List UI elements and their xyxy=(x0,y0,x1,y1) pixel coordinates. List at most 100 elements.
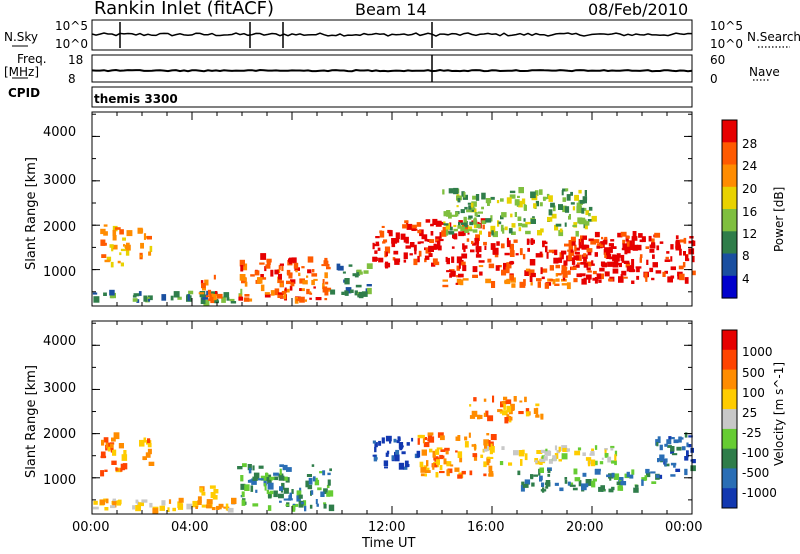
power-echo-cell xyxy=(357,293,363,298)
velocity-panel xyxy=(91,320,696,515)
power-echo-cell xyxy=(562,188,567,192)
power-echo-cell xyxy=(299,278,305,284)
velocity-echo-cell xyxy=(112,449,117,456)
power-echo-cell xyxy=(579,273,586,277)
velocity-echo-cell xyxy=(419,461,424,468)
velocity-echo-cell xyxy=(457,474,463,479)
power-echo-cell xyxy=(522,253,526,260)
power-echo-cell xyxy=(458,231,464,237)
power-echo-cell xyxy=(443,223,449,226)
power-echo-cell xyxy=(553,257,559,264)
power-echo-cell xyxy=(147,235,152,240)
power-echo-cell xyxy=(490,196,495,200)
power-echo-cell xyxy=(457,225,462,229)
velocity-echo-cell xyxy=(574,477,581,482)
power-echo-cell xyxy=(299,296,305,303)
velocity-echo-cell xyxy=(147,443,152,448)
power-echo-cell xyxy=(451,256,455,263)
power-echo-cell xyxy=(568,214,571,217)
power-echo-cell xyxy=(432,218,438,225)
power-echo-cell xyxy=(530,238,534,245)
velocity-echo-cell xyxy=(521,481,525,487)
velocity-echo-cell xyxy=(420,473,426,477)
power-echo-cell xyxy=(547,195,552,199)
power-echo-cell xyxy=(583,219,587,222)
power-echo-cell xyxy=(281,265,284,272)
power-echo-cell xyxy=(216,293,223,299)
power-echo-cell xyxy=(596,273,602,276)
power-echo-cell xyxy=(648,235,652,242)
velocity-echo-cell xyxy=(147,448,152,455)
velocity-echo-cell xyxy=(322,470,326,476)
velocity-echo-cell xyxy=(473,453,478,461)
velocity-echo-cell xyxy=(531,482,535,487)
velocity-echo-cell xyxy=(257,478,264,481)
velocity-echo-cell xyxy=(474,443,477,451)
velocity-echo-cell xyxy=(499,411,503,414)
power-echo-cell xyxy=(559,252,563,259)
power-echo-cell xyxy=(366,263,373,269)
velocity-echo-cell xyxy=(431,463,438,468)
power-echo-cell xyxy=(442,189,445,195)
power-echo-cell xyxy=(433,261,440,266)
velocity-echo-cell xyxy=(406,442,410,446)
velocity-echo-cell xyxy=(539,477,542,482)
velocity-echo-cell xyxy=(664,461,667,467)
power-echo-cell xyxy=(137,227,143,234)
velocity-echo-cell xyxy=(440,449,446,452)
power-echo-cell xyxy=(424,258,427,263)
velocity-echo-cell xyxy=(172,507,176,512)
power-echo-cell xyxy=(448,231,455,235)
power-echo-cell xyxy=(456,256,463,264)
power-echo-cell xyxy=(467,232,470,235)
velocity-echo-cell xyxy=(252,465,255,471)
velocity-echo-cell xyxy=(686,450,689,458)
velocity-cb-tick: -100 xyxy=(742,446,770,460)
power-echo-cell xyxy=(445,223,450,230)
power-echo-cell xyxy=(458,263,461,269)
power-echo-cell xyxy=(261,277,267,280)
velocity-echo-cell xyxy=(585,479,592,486)
power-echo-cell xyxy=(604,271,610,277)
power-echo-cell xyxy=(378,257,384,263)
power-echo-cell xyxy=(471,201,477,207)
velocity-echo-cell xyxy=(524,453,528,461)
power-echo-cell xyxy=(501,212,507,218)
velocity-echo-cell xyxy=(492,395,495,403)
power-echo-cell xyxy=(588,213,591,217)
power-echo-cell xyxy=(552,205,556,212)
velocity-echo-cell xyxy=(591,448,594,452)
velocity-echo-cell xyxy=(486,433,490,436)
nave-tick-bottom: 0 xyxy=(710,72,718,86)
velocity-echo-cell xyxy=(132,505,136,510)
velocity-echo-cell xyxy=(631,469,635,475)
velocity-echo-cell xyxy=(159,505,165,511)
power-echo-cell xyxy=(679,248,682,256)
velocity-echo-cell xyxy=(258,465,264,469)
power-echo-cell xyxy=(277,280,280,283)
velocity-echo-cell xyxy=(488,440,491,447)
velocity-echo-cell xyxy=(266,489,270,494)
velocity-echo-cell xyxy=(446,461,452,467)
x-tick: 08:00 xyxy=(270,520,308,535)
power-echo-cell xyxy=(110,261,114,268)
power-echo-cell xyxy=(122,237,126,241)
power-echo-cell xyxy=(528,269,535,276)
velocity-echo-cell xyxy=(691,459,696,464)
power-echo-cell xyxy=(445,229,449,236)
velocity-echo-cell xyxy=(315,477,318,484)
power-echo-cell xyxy=(574,251,580,255)
velocity-echo-cell xyxy=(152,508,159,514)
power-echo-cell xyxy=(462,230,466,236)
power-echo-cell xyxy=(570,249,574,253)
power-echo-cell xyxy=(670,266,676,271)
power-echo-cell xyxy=(354,290,358,296)
power-echo-cell xyxy=(456,205,459,208)
power-echo-cell xyxy=(583,197,587,204)
power-echo-cell xyxy=(608,278,614,282)
power-echo-cell xyxy=(264,292,270,295)
velocity-echo-cell xyxy=(646,472,651,478)
velocity-echo-cell xyxy=(427,432,434,436)
velocity-echo-cell xyxy=(105,442,112,447)
power-echo-cell xyxy=(114,227,121,230)
